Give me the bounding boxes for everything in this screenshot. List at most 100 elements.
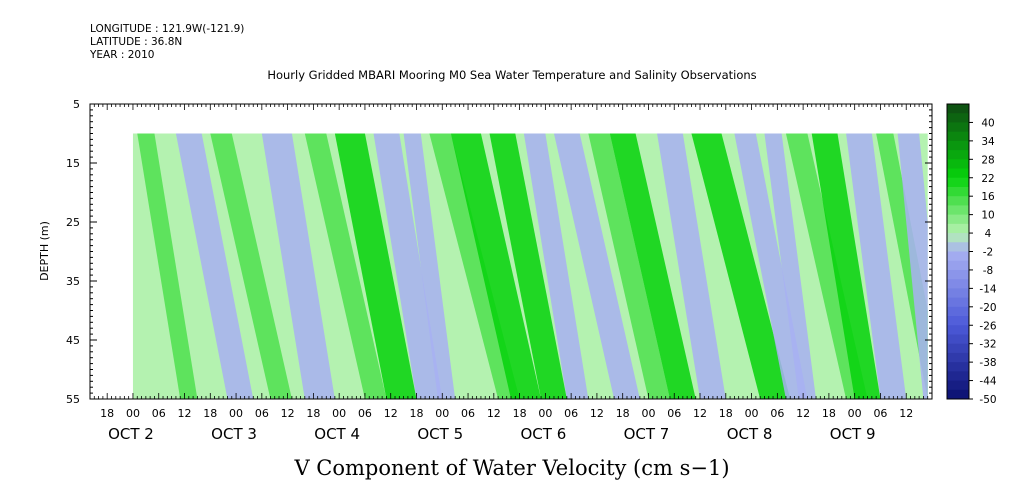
colorbar-swatch <box>947 131 969 142</box>
x-hour-label: 12 <box>487 407 501 420</box>
colorbar-swatch <box>947 122 969 133</box>
velocity-band <box>489 133 567 399</box>
velocity-band <box>403 133 456 399</box>
x-hour-label: 12 <box>384 407 398 420</box>
colorbar-swatch <box>947 214 969 225</box>
velocity-band <box>137 133 198 399</box>
colorbar-label: -44 <box>979 376 996 388</box>
colorbar-swatch <box>947 380 969 391</box>
colorbar-swatch <box>947 104 969 114</box>
x-hour-label: 00 <box>848 407 862 420</box>
colorbar: 40 34 28 22 16 10 4 -2 -8 -14 -20 -26 -32 -38 -44 -50 <box>946 103 997 406</box>
year-label: YEAR : 2010 <box>90 49 155 61</box>
x-hour-label: 18 <box>616 407 630 420</box>
colorbar-swatch <box>947 186 969 197</box>
x-hour-label: 12 <box>899 407 913 420</box>
colorbar-label: -8 <box>983 265 993 277</box>
velocity-band <box>609 133 696 399</box>
colorbar-swatch <box>947 223 969 234</box>
x-hour-label: 18 <box>306 407 320 420</box>
colorbar-label: -32 <box>979 339 996 351</box>
velocity-band <box>811 133 881 399</box>
chart-title: Hourly Gridded MBARI Mooring M0 Sea Wate… <box>267 68 756 82</box>
x-hour-label: 12 <box>693 407 707 420</box>
x-hour-label: 12 <box>796 407 810 420</box>
colorbar-swatch <box>947 140 969 151</box>
x-hour-label: 18 <box>719 407 733 420</box>
x-day-label: OCT 4 <box>314 425 360 443</box>
x-hour-label: 00 <box>332 407 346 420</box>
colorbar-swatch <box>947 177 969 188</box>
colorbar-swatch <box>947 113 969 123</box>
x-hour-label: 06 <box>358 407 372 420</box>
x-day-label: OCT 9 <box>830 425 876 443</box>
x-hour-label: 18 <box>409 407 423 420</box>
colorbar-swatch <box>947 196 969 206</box>
colorbar-label: 28 <box>981 154 994 166</box>
x-hour-label: 06 <box>152 407 166 420</box>
x-hour-label: 00 <box>538 407 552 420</box>
x-hour-label: 00 <box>435 407 449 420</box>
velocity-band <box>846 133 907 399</box>
colorbar-swatch <box>947 150 969 160</box>
x-hour-label: 18 <box>822 407 836 420</box>
colorbar-swatch <box>947 362 969 372</box>
colorbar-swatch <box>947 159 969 170</box>
colorbar-label: 40 <box>981 117 994 129</box>
velocity-band <box>450 133 542 399</box>
x-hour-label: 06 <box>255 407 269 420</box>
x-hour-label: 18 <box>203 407 217 420</box>
colorbar-label: -26 <box>979 320 996 332</box>
x-axis-label: V Component of Water Velocity (cm s−1) <box>293 456 729 480</box>
colorbar-swatch <box>947 334 969 345</box>
x-hour-label: 18 <box>100 407 114 420</box>
velocity-band <box>261 133 335 399</box>
colorbar-swatch <box>947 352 969 363</box>
velocity-band <box>588 133 670 399</box>
colorbar-swatch <box>947 168 969 179</box>
velocity-band <box>304 133 387 399</box>
x-day-label: OCT 6 <box>520 425 566 443</box>
colorbar-swatch <box>947 325 969 335</box>
colorbar-swatch <box>947 371 969 382</box>
velocity-band <box>334 133 417 399</box>
colorbar-swatch <box>947 205 969 216</box>
colorbar-label: 4 <box>985 228 992 240</box>
colorbar-swatch <box>947 242 969 252</box>
velocity-band <box>691 133 791 399</box>
colorbar-label: -14 <box>979 283 996 295</box>
colorbar-label: -20 <box>979 302 996 314</box>
latitude-label: LATITUDE : 36.8N <box>90 36 183 48</box>
colorbar-label: 16 <box>981 191 995 203</box>
x-day-label: OCT 8 <box>727 425 773 443</box>
colorbar-label: 22 <box>981 173 994 185</box>
colorbar-swatch <box>947 233 969 243</box>
y-tick-label: 5 <box>73 98 80 111</box>
colorbar-label: -50 <box>979 394 996 406</box>
y-tick-label: 55 <box>66 393 80 406</box>
colorbar-swatch <box>947 251 969 262</box>
x-hour-label: 12 <box>281 407 295 420</box>
colorbar-label: 10 <box>981 210 994 222</box>
velocity-band <box>210 133 292 399</box>
x-hour-label: 06 <box>667 407 681 420</box>
x-hour-label: 00 <box>641 407 655 420</box>
velocity-band <box>657 133 726 399</box>
velocity-band <box>553 133 640 399</box>
velocity-band <box>764 133 817 399</box>
colorbar-swatch <box>947 389 969 400</box>
x-day-label: OCT 7 <box>624 425 670 443</box>
x-day-label: OCT 3 <box>211 425 257 443</box>
x-hour-label: 00 <box>745 407 759 420</box>
colorbar-swatch <box>947 279 969 289</box>
x-hour-label: 18 <box>513 407 527 420</box>
x-hour-label: 06 <box>770 407 784 420</box>
x-hour-label: 12 <box>178 407 192 420</box>
colorbar-swatch <box>947 297 969 308</box>
colorbar-swatch <box>947 343 969 354</box>
colorbar-label: 34 <box>981 136 995 148</box>
x-day-label: OCT 5 <box>417 425 463 443</box>
x-hour-label: 06 <box>461 407 475 420</box>
velocity-band <box>523 133 589 399</box>
